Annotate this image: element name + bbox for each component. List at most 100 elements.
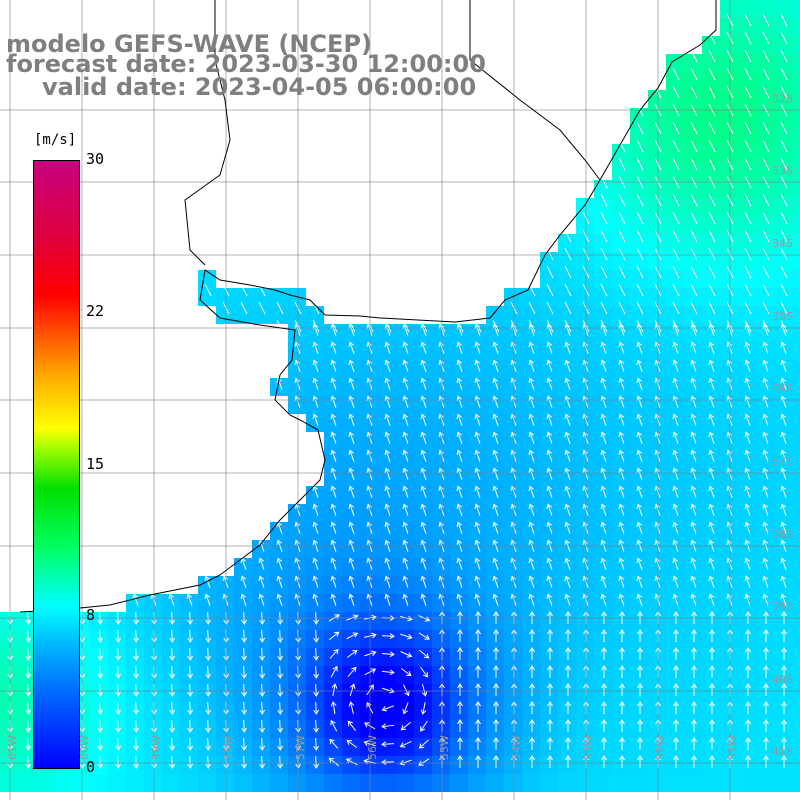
wind-arrow-head — [25, 709, 32, 715]
speed-cell — [666, 486, 684, 504]
speed-cell — [360, 342, 378, 360]
wind-arrow — [601, 486, 607, 498]
speed-cell — [126, 774, 144, 792]
wind-arrow — [781, 594, 787, 606]
speed-cell — [0, 720, 18, 738]
wind-arrow — [403, 360, 409, 372]
wind-arrow — [708, 193, 716, 207]
speed-cell — [216, 684, 234, 702]
speed-cell — [792, 18, 800, 36]
speed-cell — [108, 756, 126, 774]
wind-arrow — [403, 558, 409, 570]
wind-arrow-head — [636, 593, 643, 600]
speed-cell — [576, 576, 594, 594]
wind-arrow — [691, 522, 697, 534]
wind-arrow-head — [420, 709, 427, 715]
speed-cell — [738, 288, 756, 306]
wind-arrow-head — [619, 701, 625, 707]
speed-cell — [396, 666, 414, 684]
wind-arrow-head — [745, 665, 751, 671]
speed-cell — [342, 666, 360, 684]
speed-cell — [468, 432, 486, 450]
wind-arrow-head — [330, 575, 337, 582]
speed-cell — [360, 630, 378, 648]
wind-arrow — [259, 558, 265, 570]
wind-arrow-head — [205, 655, 212, 661]
speed-cell — [792, 648, 800, 666]
wind-arrow — [279, 647, 281, 661]
wind-arrow-head — [780, 395, 787, 402]
longitude-label: 60W — [78, 735, 91, 760]
speed-cell — [612, 738, 630, 756]
wind-arrow-head — [745, 647, 751, 653]
wind-arrow — [780, 121, 788, 135]
speed-cell — [612, 612, 630, 630]
speed-cell — [738, 594, 756, 612]
wind-arrow-head — [407, 633, 413, 640]
speed-cell — [702, 108, 720, 126]
speed-cell — [576, 360, 594, 378]
speed-cell — [198, 594, 216, 612]
wind-arrow — [673, 468, 679, 480]
wind-arrow — [349, 414, 355, 426]
latitude-label: 32S — [772, 92, 793, 105]
speed-cell — [630, 756, 648, 774]
wind-arrow — [564, 283, 572, 297]
speed-cell — [756, 666, 774, 684]
speed-cell — [432, 342, 450, 360]
wind-arrow-head — [258, 575, 265, 582]
wind-arrow-head — [493, 719, 499, 725]
wind-arrow-head — [115, 727, 122, 733]
speed-cell — [306, 702, 324, 720]
speed-cell — [774, 414, 792, 432]
speed-cell — [144, 648, 162, 666]
speed-cell — [342, 486, 360, 504]
wind-arrow — [601, 450, 607, 462]
wind-arrow — [241, 594, 247, 606]
wind-arrow — [744, 85, 752, 99]
speed-cell — [234, 630, 252, 648]
speed-cell — [630, 270, 648, 288]
speed-cell — [450, 522, 468, 540]
wind-arrow — [709, 378, 715, 390]
speed-cell — [720, 576, 738, 594]
wind-arrow-head — [402, 413, 409, 420]
wind-arrow — [708, 229, 716, 243]
wind-arrow-head — [745, 629, 751, 635]
speed-cell — [342, 756, 360, 774]
speed-cell — [234, 594, 252, 612]
wind-arrow-head — [546, 341, 553, 348]
speed-cell — [90, 630, 108, 648]
wind-arrow-head — [637, 737, 643, 743]
wind-arrow-head — [384, 431, 391, 438]
wind-arrow — [546, 319, 554, 333]
wind-arrow-head — [744, 503, 751, 510]
speed-cell — [126, 756, 144, 774]
wind-arrow-head — [600, 413, 607, 420]
wind-arrow — [349, 468, 355, 480]
speed-cell — [504, 612, 522, 630]
speed-cell — [612, 666, 630, 684]
speed-cell — [738, 378, 756, 396]
speed-cell — [468, 756, 486, 774]
wind-arrow-head — [205, 709, 212, 715]
speed-cell — [576, 270, 594, 288]
speed-cell — [774, 720, 792, 738]
wind-arrow — [331, 486, 337, 498]
wind-arrow-head — [474, 431, 481, 438]
speed-cell — [324, 504, 342, 522]
wind-arrow-head — [672, 539, 679, 546]
speed-cell — [522, 720, 540, 738]
wind-arrow — [637, 342, 643, 354]
wind-arrow-head — [564, 341, 571, 348]
wind-arrow-head — [312, 341, 319, 348]
speed-cell — [756, 126, 774, 144]
speed-cell — [648, 252, 666, 270]
speed-cell — [198, 612, 216, 630]
wind-arrow — [762, 283, 770, 297]
speed-cell — [792, 738, 800, 756]
speed-cell — [756, 684, 774, 702]
wind-arrow — [403, 702, 409, 714]
speed-cell — [306, 720, 324, 738]
wind-arrow — [636, 121, 644, 135]
